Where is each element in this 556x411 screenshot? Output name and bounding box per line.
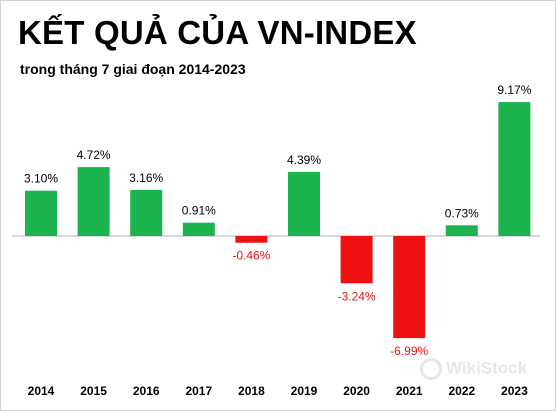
x-tick-label-2021: 2021 xyxy=(396,384,423,398)
x-tick-label-2017: 2017 xyxy=(185,384,212,398)
chart-title: KẾT QUẢ CỦA VN-INDEX xyxy=(18,14,417,51)
bar-2022 xyxy=(445,225,478,236)
bar-2015 xyxy=(77,167,110,236)
x-tick-label-2014: 2014 xyxy=(28,384,55,398)
data-label-2017: 0.91% xyxy=(182,204,216,218)
x-tick-label-2022: 2022 xyxy=(448,384,475,398)
data-label-2016: 3.16% xyxy=(129,171,163,185)
data-label-2020: -3.24% xyxy=(338,289,376,303)
bar-2020 xyxy=(340,236,373,284)
bar-2014 xyxy=(25,190,57,236)
data-label-2019: 4.39% xyxy=(287,153,321,167)
data-label-2021: -6.99% xyxy=(390,344,428,358)
x-tick-label-2018: 2018 xyxy=(238,384,265,398)
data-label-2022: 0.73% xyxy=(445,206,479,220)
bar-2023 xyxy=(498,102,531,236)
bar-2019 xyxy=(288,171,320,236)
data-label-2023: 9.17% xyxy=(497,83,531,97)
watermark: WikiStock xyxy=(420,358,527,380)
x-tick-label-2015: 2015 xyxy=(80,384,107,398)
data-label-2014: 3.10% xyxy=(24,172,58,186)
x-tick-label-2020: 2020 xyxy=(343,384,370,398)
data-label-2018: -0.46% xyxy=(232,249,270,263)
chart-subtitle: trong tháng 7 giai đoạn 2014-2023 xyxy=(20,61,246,77)
x-tick-label-2016: 2016 xyxy=(133,384,160,398)
bar-2016 xyxy=(130,189,163,236)
bar-2017 xyxy=(182,222,215,236)
watermark-logo-icon xyxy=(420,358,442,380)
x-tick-label-2019: 2019 xyxy=(291,384,318,398)
watermark-text: WikiStock xyxy=(446,358,528,378)
bar-2021 xyxy=(393,236,426,339)
bar-2018 xyxy=(235,236,268,243)
data-label-2015: 4.72% xyxy=(77,148,111,162)
x-tick-label-2023: 2023 xyxy=(501,384,528,398)
